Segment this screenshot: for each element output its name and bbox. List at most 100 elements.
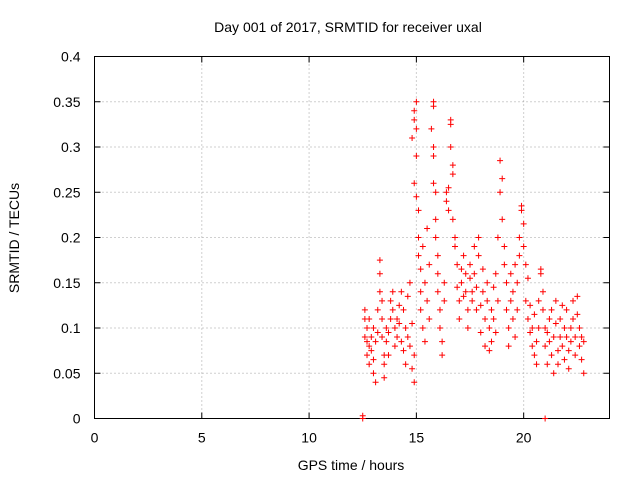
- data-point: [417, 266, 424, 273]
- data-point: [417, 288, 424, 295]
- data-point: [509, 315, 516, 322]
- y-tick-label: 0.2: [61, 230, 81, 246]
- data-point: [443, 198, 450, 205]
- data-point: [578, 334, 585, 341]
- data-point: [428, 125, 435, 132]
- chart-title: Day 001 of 2017, SRMTID for receiver uxa…: [214, 19, 482, 35]
- y-tick-label: 0.05: [53, 365, 80, 381]
- data-point: [458, 266, 465, 273]
- data-point: [411, 107, 418, 114]
- data-point: [570, 315, 577, 322]
- data-point: [456, 297, 463, 304]
- data-point: [387, 297, 394, 304]
- data-point: [413, 125, 420, 132]
- data-point: [445, 184, 452, 191]
- data-point: [488, 338, 495, 345]
- plot-area-frame: [94, 56, 610, 419]
- data-point: [460, 252, 467, 259]
- data-point: [419, 243, 426, 250]
- data-point: [402, 325, 409, 331]
- data-point: [376, 288, 383, 295]
- data-point: [443, 189, 450, 196]
- data-point: [546, 315, 553, 322]
- y-tick-label: 0.4: [61, 49, 81, 65]
- data-point: [471, 270, 478, 277]
- data-point: [548, 306, 555, 313]
- data-point: [475, 252, 482, 259]
- data-point: [567, 338, 574, 345]
- data-point: [376, 270, 383, 277]
- y-tick-label: 0.15: [53, 275, 80, 291]
- data-point: [535, 297, 542, 304]
- data-point: [580, 338, 587, 345]
- data-point: [559, 302, 566, 309]
- data-point: [421, 279, 428, 286]
- data-point: [497, 157, 504, 164]
- data-point: [469, 288, 476, 295]
- data-point: [430, 144, 437, 150]
- data-point: [406, 279, 413, 286]
- data-point: [514, 306, 521, 313]
- data-point: [372, 379, 379, 386]
- data-point: [529, 325, 536, 331]
- data-point: [572, 352, 579, 359]
- data-point: [533, 361, 540, 368]
- data-point: [424, 225, 431, 232]
- data-point: [580, 370, 587, 377]
- data-point: [484, 279, 491, 286]
- data-point: [503, 279, 510, 286]
- data-point: [454, 284, 461, 291]
- data-point: [482, 343, 489, 350]
- data-point: [533, 338, 540, 345]
- data-point: [434, 288, 441, 295]
- data-point: [548, 352, 555, 359]
- data-point: [379, 334, 386, 341]
- data-point: [486, 325, 493, 331]
- y-tick-label: 0: [73, 411, 81, 427]
- data-point: [379, 315, 386, 322]
- data-point: [524, 275, 531, 282]
- data-point: [574, 293, 581, 300]
- data-point: [364, 325, 371, 331]
- data-point: [376, 257, 383, 264]
- data-point: [494, 297, 501, 304]
- data-point: [411, 180, 418, 187]
- data-point: [387, 315, 394, 322]
- data-point: [501, 243, 508, 250]
- data-point: [452, 234, 458, 241]
- data-point: [565, 347, 572, 354]
- data-point: [372, 338, 379, 345]
- data-point: [578, 356, 585, 363]
- data-point: [462, 270, 469, 277]
- data-point: [411, 116, 418, 123]
- data-point: [415, 252, 422, 259]
- data-point: [381, 374, 388, 381]
- data-point: [492, 329, 499, 336]
- x-tick-label: 20: [516, 430, 532, 446]
- data-point: [539, 288, 546, 295]
- data-point: [467, 275, 474, 282]
- data-point: [426, 315, 433, 322]
- y-tick-label: 0.35: [53, 94, 80, 110]
- data-point: [432, 189, 439, 196]
- data-point: [374, 329, 381, 336]
- data-point: [389, 288, 396, 295]
- data-point: [458, 279, 465, 286]
- data-point: [505, 343, 512, 350]
- data-point: [486, 347, 493, 354]
- data-point: [522, 297, 529, 304]
- data-point: [544, 329, 551, 336]
- data-point: [565, 365, 572, 372]
- data-point: [542, 325, 549, 331]
- x-tick-label: 10: [301, 430, 317, 446]
- data-point: [364, 338, 371, 345]
- data-point: [441, 279, 448, 286]
- data-points: [359, 98, 587, 422]
- data-point: [507, 270, 514, 277]
- data-point: [406, 343, 413, 350]
- data-point: [361, 334, 368, 341]
- data-point: [411, 352, 418, 359]
- y-axis-label: SRMTID / TECUs: [6, 183, 22, 293]
- data-point: [546, 338, 553, 345]
